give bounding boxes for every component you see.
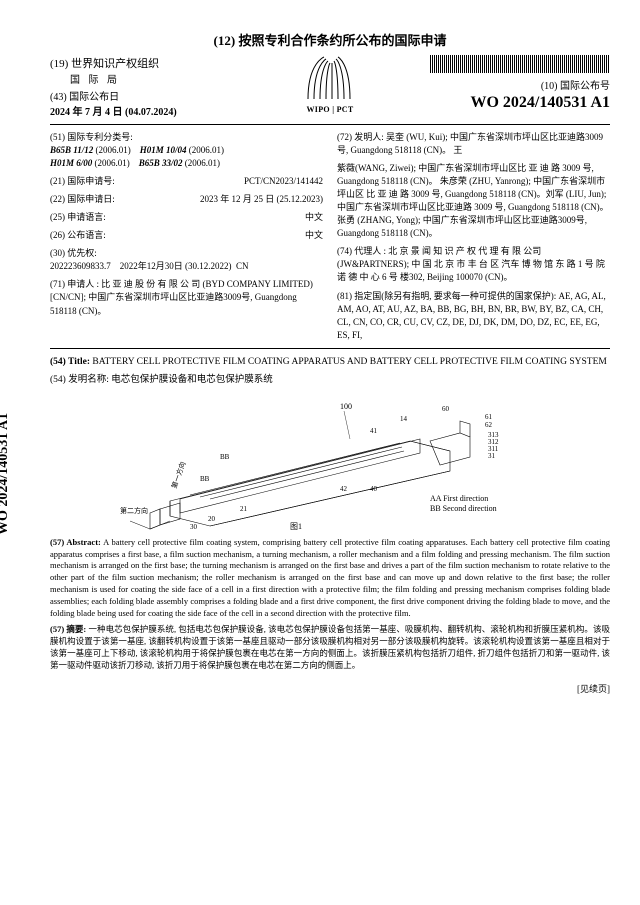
ref-20: 20 xyxy=(208,515,216,523)
wipo-logo-icon xyxy=(304,55,356,101)
field-21: (21) 国际申请号: PCT/CN2023/141442 xyxy=(50,175,323,188)
f25-label: (25) 申请语言: xyxy=(50,211,140,224)
axis-1: 第一方向 xyxy=(169,460,187,489)
ref-30: 30 xyxy=(190,523,198,531)
f26-label: (26) 公布语言: xyxy=(50,229,140,242)
title-54-cn: (54) 发明名称: 电芯包保护膜设备和电芯包保护膜系统 xyxy=(50,371,610,385)
abstract-cn-text: 一种电芯包保护膜系统, 包括电芯包保护膜设备, 该电芯包保护膜设备包括第一基座、… xyxy=(50,624,610,670)
f51-b-yr: (2006.01) xyxy=(189,145,224,155)
wipo-text: WIPO | PCT xyxy=(295,105,365,114)
legend-bb: BB Second direction xyxy=(430,504,497,513)
title-54-text: BATTERY CELL PROTECTIVE FILM COATING APP… xyxy=(92,357,606,367)
ref-100: 100 xyxy=(340,402,352,411)
ref-41: 41 xyxy=(370,427,378,435)
f51-label: (51) 国际专利分类号: xyxy=(50,132,133,142)
f21-val: PCT/CN2023/141442 xyxy=(140,175,323,188)
f51-a: B65B 11/12 xyxy=(50,145,93,155)
f30-date: 2022年12月30日 (30.12.2022) xyxy=(120,261,232,271)
pubdate: 2024 年 7 月 4 日 (04.07.2024) xyxy=(50,103,287,118)
ref-62: 62 xyxy=(485,421,493,429)
doc-kind: (12) 按照专利合作条约所公布的国际申请 xyxy=(50,30,610,49)
ref-60: 60 xyxy=(442,405,450,413)
barcode xyxy=(430,55,610,73)
field-72: (72) 发明人: 吴奎 (WU, Kui); 中国广东省深圳市坪山区比亚迪路3… xyxy=(337,131,610,157)
abstract-cn: (57) 摘要: 一种电芯包保护膜系统, 包括电芯包保护膜设备, 该电芯包保护膜… xyxy=(50,624,610,672)
f51-c-yr: (2006.01) xyxy=(95,158,130,168)
bb-top: BB xyxy=(220,453,230,461)
ref-61: 61 xyxy=(485,413,493,421)
abstract-en: (57) Abstract: A battery cell protective… xyxy=(50,537,610,620)
header-left: (19) 世界知识产权组织 国 际 局 (43) 国际公布日 2024 年 7 … xyxy=(50,55,287,118)
ref-40: 40 xyxy=(370,485,378,493)
legend-aa: AA First direction xyxy=(430,494,488,503)
header: (12) 按照专利合作条约所公布的国际申请 (19) 世界知识产权组织 国 际 … xyxy=(50,30,610,118)
header-right: (10) 国际公布号 WO 2024/140531 A1 xyxy=(373,55,610,112)
abstract-en-text: A battery cell protective film coating s… xyxy=(50,537,610,618)
f51-a-yr: (2006.01) xyxy=(96,145,131,155)
bureau: 国 际 局 xyxy=(50,71,287,86)
biblio: (51) 国际专利分类号: B65B 11/12 (2006.01) H01M … xyxy=(50,131,610,342)
f22-label: (22) 国际申请日: xyxy=(50,193,140,206)
field-74: (74) 代理人 : 北 京 景 闻 知 识 产 权 代 理 有 限 公司 (J… xyxy=(337,245,610,284)
f30-label: (30) 优先权: xyxy=(50,248,97,258)
pubdate-label: (43) 国际公布日 xyxy=(50,88,287,103)
org-label: (19) 世界知识产权组织 xyxy=(50,55,287,71)
f30-cc: CN xyxy=(236,261,249,271)
bb-bot: BB xyxy=(200,475,210,483)
field-25: (25) 申请语言: 中文 xyxy=(50,211,323,224)
f51-b: H01M 10/04 xyxy=(140,145,187,155)
f26-val: 中文 xyxy=(140,229,323,242)
ref-42: 42 xyxy=(340,485,348,493)
rule-mid xyxy=(50,348,610,349)
page-footer: [见续页] xyxy=(50,682,610,695)
abstract-en-label: (57) Abstract: xyxy=(50,537,101,547)
f30-num: 202223609833.7 xyxy=(50,261,111,271)
field-30: (30) 优先权: 202223609833.7 2022年12月30日 (30… xyxy=(50,247,323,273)
field-26: (26) 公布语言: 中文 xyxy=(50,229,323,242)
field-71: (71) 申请人 : 比 亚 迪 股 份 有 限 公 司 (BYD COMPAN… xyxy=(50,278,323,317)
f22-val: 2023 年 12 月 25 日 (25.12.2023) xyxy=(140,193,323,206)
f21-label: (21) 国际申请号: xyxy=(50,175,140,188)
abstract-cn-label: (57) 摘要: xyxy=(50,624,86,634)
side-pub-number: WO 2024/140531 A1 xyxy=(0,412,12,534)
ref-21: 21 xyxy=(240,505,248,513)
f51-d-yr: (2006.01) xyxy=(185,158,220,168)
field-51: (51) 国际专利分类号: B65B 11/12 (2006.01) H01M … xyxy=(50,131,323,170)
ref-14: 14 xyxy=(400,415,408,423)
title-54-en: (54) Title: BATTERY CELL PROTECTIVE FILM… xyxy=(50,357,610,367)
header-center: WIPO | PCT xyxy=(295,55,365,114)
f25-val: 中文 xyxy=(140,211,323,224)
f51-d: B65B 33/02 xyxy=(139,158,183,168)
title-54-prefix: (54) Title: xyxy=(50,357,90,367)
f51-c: H01M 6/00 xyxy=(50,158,92,168)
fig-label: 图1 xyxy=(290,522,302,531)
axis-2: 第二方向 xyxy=(120,506,148,515)
pub-num-label: (10) 国际公布号 xyxy=(373,77,610,92)
figure-1: 100 61 62 313 312 311 31 60 14 41 42 40 … xyxy=(50,391,610,531)
inventors-cont: 紫薇(WANG, Ziwei); 中国广东省深圳市坪山区比 亚 迪 路 3009… xyxy=(337,162,610,240)
field-81: (81) 指定国(除另有指明, 要求每一种可提供的国家保护): AE, AG, … xyxy=(337,290,610,342)
pub-num: WO 2024/140531 A1 xyxy=(373,94,610,112)
ref-31: 31 xyxy=(488,452,496,460)
field-22: (22) 国际申请日: 2023 年 12 月 25 日 (25.12.2023… xyxy=(50,193,323,206)
rule-top xyxy=(50,124,610,125)
